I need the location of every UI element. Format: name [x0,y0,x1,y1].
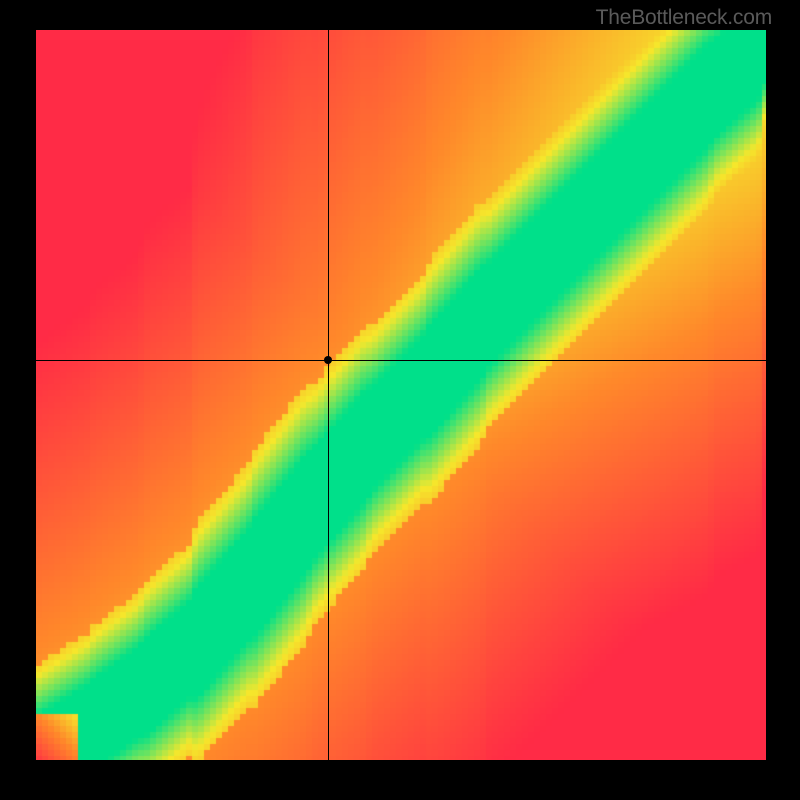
selection-marker [324,356,332,364]
crosshair-horizontal [36,360,766,361]
crosshair-vertical [328,30,329,760]
bottleneck-heatmap [36,30,766,760]
black-strip-right [766,0,800,800]
watermark-text: TheBottleneck.com [596,6,772,30]
black-strip-bottom [0,760,800,800]
